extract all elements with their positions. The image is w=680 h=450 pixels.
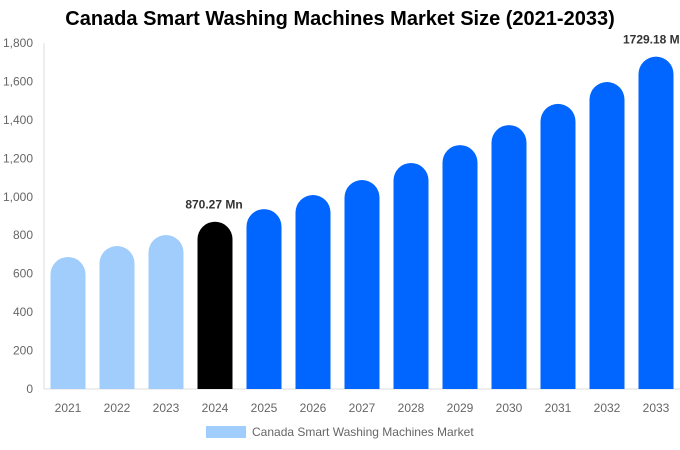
- bar-2027: [344, 180, 380, 389]
- y-tick-label: 1,600: [3, 74, 33, 88]
- chart-title: Canada Smart Washing Machines Market Siz…: [65, 8, 615, 30]
- bar-2026: [295, 195, 331, 389]
- bar-2023: [148, 235, 184, 389]
- x-tick-label: 2026: [300, 401, 327, 415]
- legend-label: Canada Smart Washing Machines Market: [252, 425, 474, 439]
- x-tick-label: 2028: [398, 401, 425, 415]
- bar-2025: [246, 209, 282, 389]
- bar-2031: [540, 103, 576, 389]
- x-tick-label: 2024: [202, 401, 229, 415]
- bar-2033: [638, 56, 674, 389]
- legend[interactable]: Canada Smart Washing Machines Market: [206, 425, 474, 439]
- bar-2032: [589, 82, 625, 389]
- bar-2030: [491, 125, 527, 389]
- x-tick-label: 2027: [349, 401, 376, 415]
- bar-2029: [442, 145, 478, 389]
- y-tick-label: 800: [13, 228, 33, 242]
- x-tick-label: 2023: [153, 401, 180, 415]
- bar-2028: [393, 162, 429, 389]
- y-tick-label: 1,200: [3, 151, 33, 165]
- y-tick-label: 1,400: [3, 113, 33, 127]
- x-tick-label: 2030: [496, 401, 523, 415]
- y-tick-label: 600: [13, 267, 33, 281]
- y-tick-label: 400: [13, 305, 33, 319]
- bar-2021: [50, 256, 86, 389]
- y-tick-label: 0: [26, 382, 33, 396]
- y-tick-label: 1,000: [3, 190, 33, 204]
- y-tick-label: 1,800: [3, 36, 33, 50]
- data-label: 1729.18 Mn: [623, 33, 680, 47]
- y-tick-label: 200: [13, 344, 33, 358]
- x-tick-label: 2029: [447, 401, 474, 415]
- x-tick-label: 2032: [594, 401, 621, 415]
- bar-2022: [99, 245, 135, 389]
- legend-swatch: [206, 426, 246, 438]
- x-tick-label: 2022: [104, 401, 131, 415]
- bar-2024: [197, 221, 233, 389]
- x-tick-label: 2025: [251, 401, 278, 415]
- x-tick-label: 2021: [55, 401, 82, 415]
- x-tick-label: 2033: [643, 401, 670, 415]
- data-label: 870.27 Mn: [185, 198, 242, 212]
- x-tick-label: 2031: [545, 401, 572, 415]
